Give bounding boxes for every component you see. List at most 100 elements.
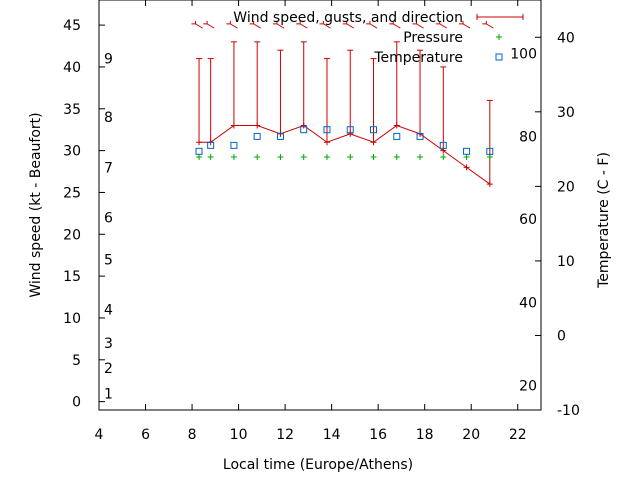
y-left-tick-label: 10	[63, 311, 81, 327]
wind-direction-arrowhead	[365, 20, 371, 25]
wind-direction-arrowhead	[203, 20, 208, 25]
pressure-point	[486, 153, 493, 160]
y-right-tick-label: 10	[557, 254, 575, 270]
wind-speed-point	[323, 139, 330, 146]
wind-speed-point	[254, 122, 261, 129]
x-tick-label: 18	[416, 427, 434, 443]
temperature-point	[323, 126, 331, 134]
legend-sample-temperature	[495, 53, 503, 61]
wind-speed-point	[463, 164, 470, 171]
axis-ticks	[98, 0, 541, 411]
x-tick-label: 20	[462, 427, 480, 443]
y-right-tick-label: 20	[557, 179, 575, 195]
x-tick-label: 22	[509, 427, 527, 443]
y-left-tick-label: 20	[63, 227, 81, 243]
wind-direction-arrow	[276, 23, 285, 29]
wind-direction-arrow	[369, 23, 378, 29]
pressure-point	[254, 153, 261, 160]
y-right-tick-label: -10	[557, 403, 580, 419]
wind-direction-arrow	[253, 23, 261, 29]
beaufort-label: 9	[104, 52, 113, 68]
wind-direction-arrowhead	[296, 20, 301, 25]
y-left-tick-label: 5	[72, 353, 81, 369]
temperature-point	[253, 132, 261, 140]
temperature-point	[346, 126, 354, 134]
pressure-point	[207, 153, 214, 160]
beaufort-label: 6	[104, 211, 113, 227]
wind-direction-arrow	[486, 23, 494, 29]
beaufort-label: 4	[104, 303, 113, 319]
wind-direction-arrow	[206, 23, 215, 29]
legend-label-temperature: Temperature	[373, 50, 463, 66]
x-tick-label: 8	[188, 427, 197, 443]
legend-label-wind: Wind speed, gusts, and direction	[233, 10, 463, 26]
axis-labels: Local time (Europe/Athens) Wind speed (k…	[28, 18, 612, 473]
wind-direction-arrowhead	[435, 20, 441, 25]
wind-direction-arrowhead	[272, 20, 278, 25]
x-tick-label: 14	[323, 427, 341, 443]
temperature-point	[416, 132, 424, 140]
wind-direction-arrow	[299, 23, 308, 29]
y-left-tick-label: 40	[63, 60, 81, 76]
temperature-point	[439, 141, 447, 149]
y-left-tick-label: 45	[63, 18, 81, 34]
wind-direction-arrowhead	[412, 20, 417, 25]
fahrenheit-label: 20	[519, 378, 537, 394]
y-right-tick-label: 0	[557, 328, 566, 344]
y-left-tick-label: 35	[63, 102, 81, 118]
x-tick-label: 12	[276, 427, 294, 443]
wind-direction-arrow	[323, 23, 331, 29]
beaufort-label: 2	[104, 361, 113, 377]
temperature-point	[195, 147, 203, 155]
wind-direction-arrowhead	[226, 20, 231, 25]
wind-speed-point	[393, 122, 400, 129]
pressure-point	[370, 153, 377, 160]
wind-direction-arrow	[346, 23, 355, 29]
pressure-point	[300, 153, 307, 160]
wind-speed-point	[347, 130, 354, 137]
x-tick-label: 6	[141, 427, 150, 443]
pressure-point	[196, 153, 203, 160]
y-left-tick-label: 15	[63, 269, 81, 285]
wind-direction-arrow	[392, 23, 401, 29]
pressure-point	[323, 153, 330, 160]
fahrenheit-label: 60	[519, 212, 537, 228]
wind-speed-point	[230, 122, 237, 129]
wind-direction-arrowhead	[191, 20, 196, 25]
x-axis-label: Local time (Europe/Athens)	[223, 457, 413, 473]
wind-direction-arrow	[230, 23, 238, 29]
y-left-tick-label: 25	[63, 185, 81, 201]
x-tick-label: 10	[230, 427, 248, 443]
pressure-point	[417, 153, 424, 160]
temperature-point	[207, 141, 215, 149]
beaufort-label: 7	[104, 160, 113, 176]
wind-direction-arrowhead	[389, 20, 394, 25]
wind-direction-arrow	[462, 23, 471, 29]
x-tick-label: 4	[95, 427, 104, 443]
beaufort-label: 8	[104, 110, 113, 126]
temperature-point	[486, 147, 494, 155]
temperature-point	[276, 132, 284, 140]
plot-frame	[98, 0, 542, 411]
pressure-point	[230, 153, 237, 160]
x-tick-label: 16	[369, 427, 387, 443]
y-right-tick-label: 30	[557, 105, 575, 121]
temperature-point	[393, 132, 401, 140]
wind-speed-point	[486, 181, 493, 188]
wind-speed-point	[300, 122, 307, 129]
y-axis-label-left: Wind speed (kt - Beaufort)	[28, 112, 44, 297]
pressure-point	[347, 153, 354, 160]
fahrenheit-label: 80	[519, 129, 537, 145]
wind-speed-line	[199, 124, 491, 185]
wind-direction-arrowhead	[342, 20, 348, 25]
temperature-point	[370, 126, 378, 134]
legend: Wind speed, gusts, and direction Pressur…	[233, 10, 524, 66]
beaufort-label: 1	[104, 386, 113, 402]
beaufort-label: 5	[104, 252, 113, 268]
y-axis-label-right: Temperature (C - F)	[596, 152, 612, 289]
temperature-point	[300, 126, 308, 134]
chart-marks	[191, 20, 494, 188]
wind-direction-arrowhead	[482, 20, 487, 25]
legend-sample-pressure	[496, 34, 502, 40]
